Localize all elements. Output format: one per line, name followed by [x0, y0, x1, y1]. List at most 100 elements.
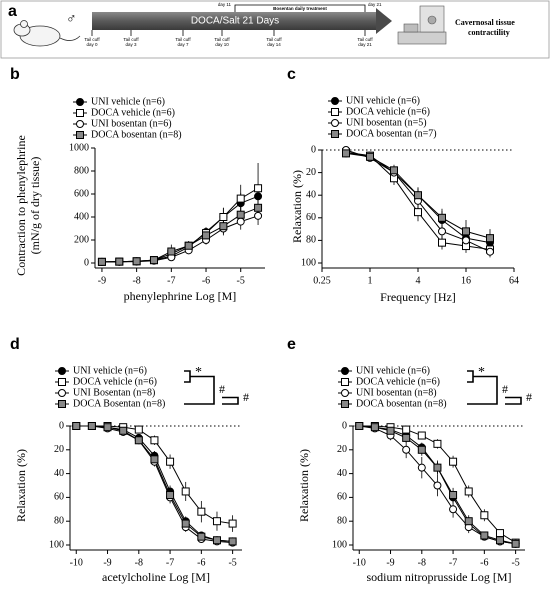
- marker: [433, 439, 442, 448]
- x-tick-label: 16: [461, 275, 471, 286]
- marker: [197, 532, 206, 541]
- marker: [480, 531, 489, 540]
- marker: [115, 257, 124, 266]
- marker: [417, 445, 426, 454]
- significance-bracket: [222, 396, 239, 405]
- y-tick-label: 100: [332, 539, 347, 550]
- legend-label: DOCA vehicle (n=6): [356, 376, 440, 387]
- legend-marker: [331, 119, 339, 127]
- marker: [417, 431, 426, 440]
- y-tick-label: 40: [54, 468, 64, 479]
- y-tick-label: 1000: [69, 142, 89, 153]
- legend-label: UNI bosentan (n=6): [91, 118, 172, 129]
- marker: [150, 455, 159, 464]
- marker: [236, 194, 245, 203]
- marker: [486, 247, 494, 256]
- annotation: #: [243, 390, 249, 404]
- legend-label: UNI vehicle (n=6): [91, 96, 165, 107]
- y-axis-label: Relaxation (%): [14, 449, 28, 522]
- legend-marker: [341, 367, 349, 375]
- timepoint-label: Tail cuff: [84, 37, 100, 42]
- x-axis-label: Frequency [Hz]: [380, 290, 456, 304]
- y-tick-label: 100: [301, 257, 316, 268]
- marker: [342, 149, 350, 158]
- marker: [462, 227, 470, 236]
- timepoint-day: day 7: [177, 42, 189, 47]
- timepoint-label: Tail cuff: [175, 37, 191, 42]
- legend-label: DOCA bosentan (n=8): [91, 129, 182, 140]
- marker: [370, 423, 379, 432]
- y-tick-label: 80: [337, 515, 347, 526]
- marker: [219, 213, 228, 221]
- marker: [414, 208, 422, 217]
- mouse-icon: [13, 20, 81, 47]
- y-tick-label: 0: [84, 257, 89, 268]
- marker: [438, 238, 446, 247]
- x-tick-label: -7: [449, 557, 457, 568]
- legend-label: DOCA Bosentan (n=8): [73, 398, 165, 409]
- y-axis-label: Relaxation (%): [290, 170, 304, 243]
- x-tick-label: 1: [368, 275, 373, 286]
- marker: [134, 425, 143, 434]
- timepoint-label: Tail cuff: [266, 37, 282, 42]
- marker: [184, 241, 193, 250]
- x-axis-label: acetylcholine Log [M]: [102, 570, 210, 584]
- y-tick-label: 800: [74, 165, 89, 176]
- legend-marker: [331, 130, 339, 138]
- legend-marker: [331, 108, 339, 116]
- y-tick-label: 20: [306, 167, 316, 178]
- marker: [132, 257, 141, 266]
- treatment-end: day 21: [368, 2, 382, 7]
- panel-label: d: [10, 336, 20, 353]
- x-tick-label: -7: [166, 557, 174, 568]
- marker: [236, 210, 245, 219]
- y-tick-label: 200: [74, 234, 89, 245]
- marker: [511, 539, 520, 548]
- marker: [402, 433, 411, 442]
- marker: [72, 422, 81, 430]
- timepoint-day: day 14: [267, 42, 281, 47]
- timeline-text: DOCA/Salt 21 Days: [191, 16, 279, 27]
- marker: [103, 423, 112, 432]
- marker: [202, 231, 211, 240]
- x-tick-label: 64: [509, 275, 519, 286]
- treatment-label: Bosentan daily treatment: [273, 6, 327, 11]
- marker: [438, 227, 446, 236]
- significance-bracket: [467, 370, 474, 383]
- legend-label: DOCA bosentan (n=7): [346, 128, 437, 139]
- y-tick-label: 400: [74, 211, 89, 222]
- marker: [433, 481, 442, 490]
- legend-label: UNI vehicle (n=6): [356, 365, 430, 376]
- timepoint-label: Tail cuff: [123, 37, 139, 42]
- x-tick-label: -6: [480, 557, 488, 568]
- marker: [197, 507, 206, 516]
- x-tick-label: -8: [418, 557, 426, 568]
- y-axis-label: Contraction to phenylephrine: [14, 135, 28, 276]
- marker: [87, 422, 96, 430]
- marker: [254, 184, 263, 193]
- legend-marker: [341, 378, 349, 386]
- legend-marker: [341, 400, 349, 408]
- timepoint-day: day 0: [86, 42, 98, 47]
- y-tick-label: 20: [54, 444, 64, 455]
- y-tick-label: 60: [337, 492, 347, 503]
- timepoint-day: day 10: [215, 42, 229, 47]
- x-tick-label: -6: [202, 275, 210, 286]
- marker: [386, 426, 395, 435]
- outcome-line: Cavernosal tissue: [455, 18, 515, 27]
- series-line: [101, 207, 259, 263]
- instrument-icon: [397, 5, 447, 45]
- series-line: [101, 215, 259, 263]
- marker: [449, 491, 458, 500]
- marker: [119, 426, 128, 435]
- panel-label: e: [287, 336, 296, 353]
- marker: [228, 537, 237, 546]
- outcome-line: contractility: [468, 28, 510, 37]
- marker: [181, 487, 190, 496]
- marker: [355, 422, 364, 430]
- x-tick-label: -8: [132, 275, 140, 286]
- legend-marker: [331, 97, 339, 105]
- timeline-bar: [92, 12, 376, 30]
- y-tick-label: 100: [49, 539, 64, 550]
- x-tick-label: 0.25: [313, 275, 331, 286]
